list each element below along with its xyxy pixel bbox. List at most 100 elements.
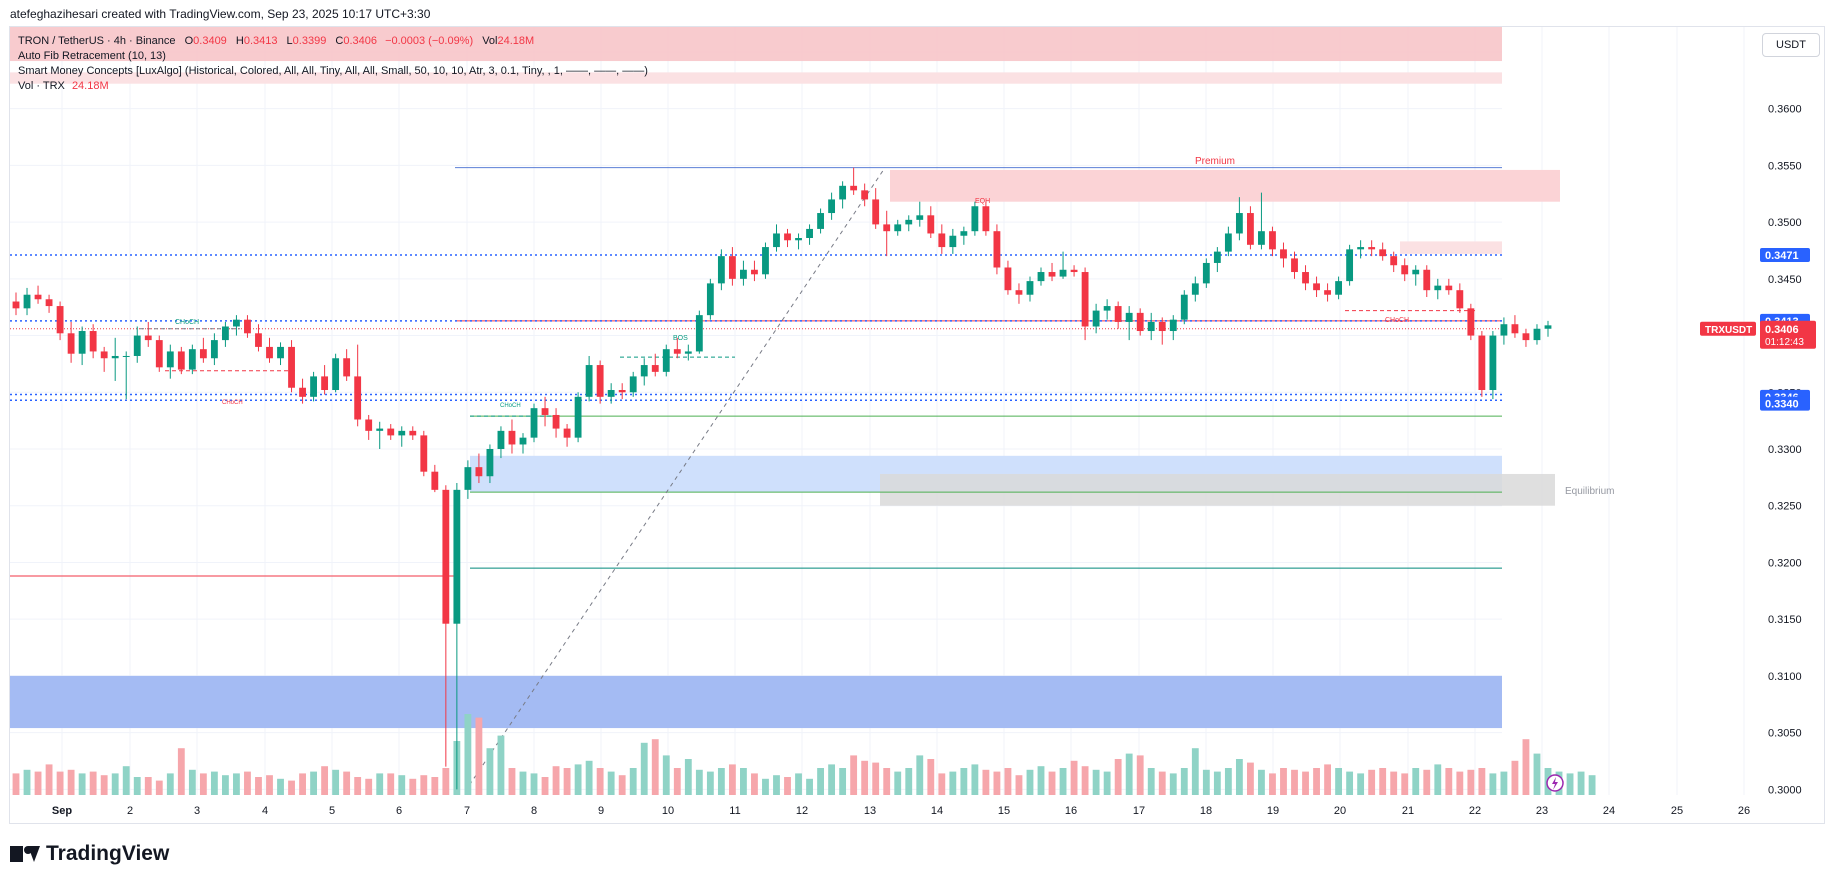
- candle-body[interactable]: [122, 355, 130, 357]
- candle-body[interactable]: [839, 185, 847, 200]
- candle-body[interactable]: [552, 414, 560, 429]
- candle-body[interactable]: [651, 365, 659, 372]
- candle-body[interactable]: [1224, 233, 1232, 252]
- candle-body[interactable]: [740, 269, 747, 279]
- candle-body[interactable]: [806, 228, 813, 239]
- candle-body[interactable]: [938, 233, 946, 248]
- candle-body[interactable]: [1500, 324, 1508, 336]
- candle-body[interactable]: [233, 319, 240, 327]
- candle-body[interactable]: [541, 408, 549, 415]
- candle-body[interactable]: [1445, 285, 1453, 291]
- candle-body[interactable]: [1313, 283, 1320, 291]
- candle-body[interactable]: [1522, 333, 1530, 341]
- candle-body[interactable]: [277, 346, 284, 359]
- candle-body[interactable]: [475, 467, 483, 477]
- candle-body[interactable]: [563, 428, 571, 438]
- candle-body[interactable]: [133, 335, 141, 356]
- candle-body[interactable]: [916, 215, 924, 220]
- candle-body[interactable]: [519, 437, 527, 445]
- candle-body[interactable]: [872, 199, 880, 225]
- candle-body[interactable]: [321, 376, 329, 391]
- candle-body[interactable]: [1324, 290, 1331, 295]
- candle-body[interactable]: [993, 231, 1001, 268]
- candle-body[interactable]: [574, 396, 582, 438]
- candle-body[interactable]: [828, 199, 836, 214]
- legend-symbol[interactable]: TRON / TetherUS · 4h · Binance: [18, 35, 176, 47]
- candle-body[interactable]: [1346, 249, 1354, 282]
- candle-body[interactable]: [453, 489, 461, 624]
- candle-body[interactable]: [1434, 285, 1442, 291]
- tradingview-logo[interactable]: TradingView: [10, 842, 169, 866]
- candle-body[interactable]: [1169, 319, 1177, 332]
- candle-body[interactable]: [1136, 312, 1144, 332]
- candle-body[interactable]: [464, 467, 472, 490]
- currency-button[interactable]: USDT: [1762, 33, 1820, 57]
- candle-body[interactable]: [1379, 249, 1387, 257]
- candle-body[interactable]: [662, 349, 670, 372]
- candle-body[interactable]: [1180, 294, 1188, 320]
- candle-body[interactable]: [1103, 306, 1111, 311]
- candle-body[interactable]: [188, 349, 196, 370]
- candle-body[interactable]: [949, 235, 957, 248]
- candle-body[interactable]: [1048, 272, 1056, 277]
- candle-body[interactable]: [1125, 312, 1133, 322]
- candle-body[interactable]: [1114, 306, 1122, 322]
- candle-body[interactable]: [210, 340, 218, 359]
- candle-body[interactable]: [717, 256, 725, 284]
- candle-body[interactable]: [12, 301, 20, 309]
- candle-body[interactable]: [343, 358, 351, 377]
- candle-body[interactable]: [883, 224, 891, 232]
- candle-body[interactable]: [1357, 247, 1365, 250]
- candle-body[interactable]: [376, 428, 384, 431]
- candle-body[interactable]: [1147, 321, 1155, 332]
- candle-body[interactable]: [1412, 269, 1420, 275]
- candle-body[interactable]: [398, 430, 406, 436]
- candle-body[interactable]: [1213, 251, 1221, 263]
- candle-body[interactable]: [1081, 272, 1089, 327]
- candle-body[interactable]: [960, 231, 968, 236]
- candle-body[interactable]: [817, 213, 824, 229]
- candle-body[interactable]: [530, 408, 538, 438]
- candle-body[interactable]: [442, 489, 450, 624]
- candle-body[interactable]: [1026, 281, 1034, 295]
- candle-body[interactable]: [1544, 325, 1552, 329]
- candle-body[interactable]: [310, 376, 317, 397]
- candle-body[interactable]: [1235, 213, 1243, 234]
- candle-body[interactable]: [596, 365, 604, 397]
- candle-body[interactable]: [640, 365, 648, 377]
- legend-indicator-volume[interactable]: Vol · TRX 24.18M: [18, 79, 648, 94]
- candle-body[interactable]: [1467, 308, 1475, 336]
- candle-body[interactable]: [1368, 247, 1376, 250]
- candle-body[interactable]: [299, 387, 306, 397]
- candle-body[interactable]: [607, 390, 615, 397]
- candle-body[interactable]: [1302, 272, 1309, 284]
- candle-body[interactable]: [100, 351, 108, 359]
- candle-body[interactable]: [795, 238, 802, 241]
- candle-body[interactable]: [971, 206, 979, 232]
- candle-body[interactable]: [1280, 249, 1287, 259]
- candle-body[interactable]: [266, 346, 273, 359]
- candle-body[interactable]: [255, 333, 262, 347]
- candle-body[interactable]: [927, 215, 935, 234]
- candle-body[interactable]: [23, 294, 31, 309]
- candle-body[interactable]: [684, 351, 692, 354]
- candle-body[interactable]: [1269, 231, 1276, 250]
- candle-body[interactable]: [1202, 262, 1210, 284]
- candle-body[interactable]: [1258, 231, 1265, 245]
- candle-body[interactable]: [618, 390, 626, 393]
- candle-body[interactable]: [365, 419, 373, 431]
- candle-body[interactable]: [497, 430, 505, 450]
- candle-body[interactable]: [89, 331, 97, 352]
- candle-body[interactable]: [1059, 269, 1067, 277]
- candle-body[interactable]: [420, 435, 428, 472]
- candle-body[interactable]: [486, 449, 494, 477]
- candle-body[interactable]: [409, 430, 417, 436]
- candle-body[interactable]: [1533, 328, 1541, 341]
- candle-body[interactable]: [673, 349, 681, 354]
- candle-body[interactable]: [1423, 269, 1431, 291]
- candle-body[interactable]: [695, 315, 703, 352]
- candle-body[interactable]: [773, 233, 780, 248]
- candle-body[interactable]: [1247, 213, 1254, 245]
- candle-body[interactable]: [1401, 265, 1409, 275]
